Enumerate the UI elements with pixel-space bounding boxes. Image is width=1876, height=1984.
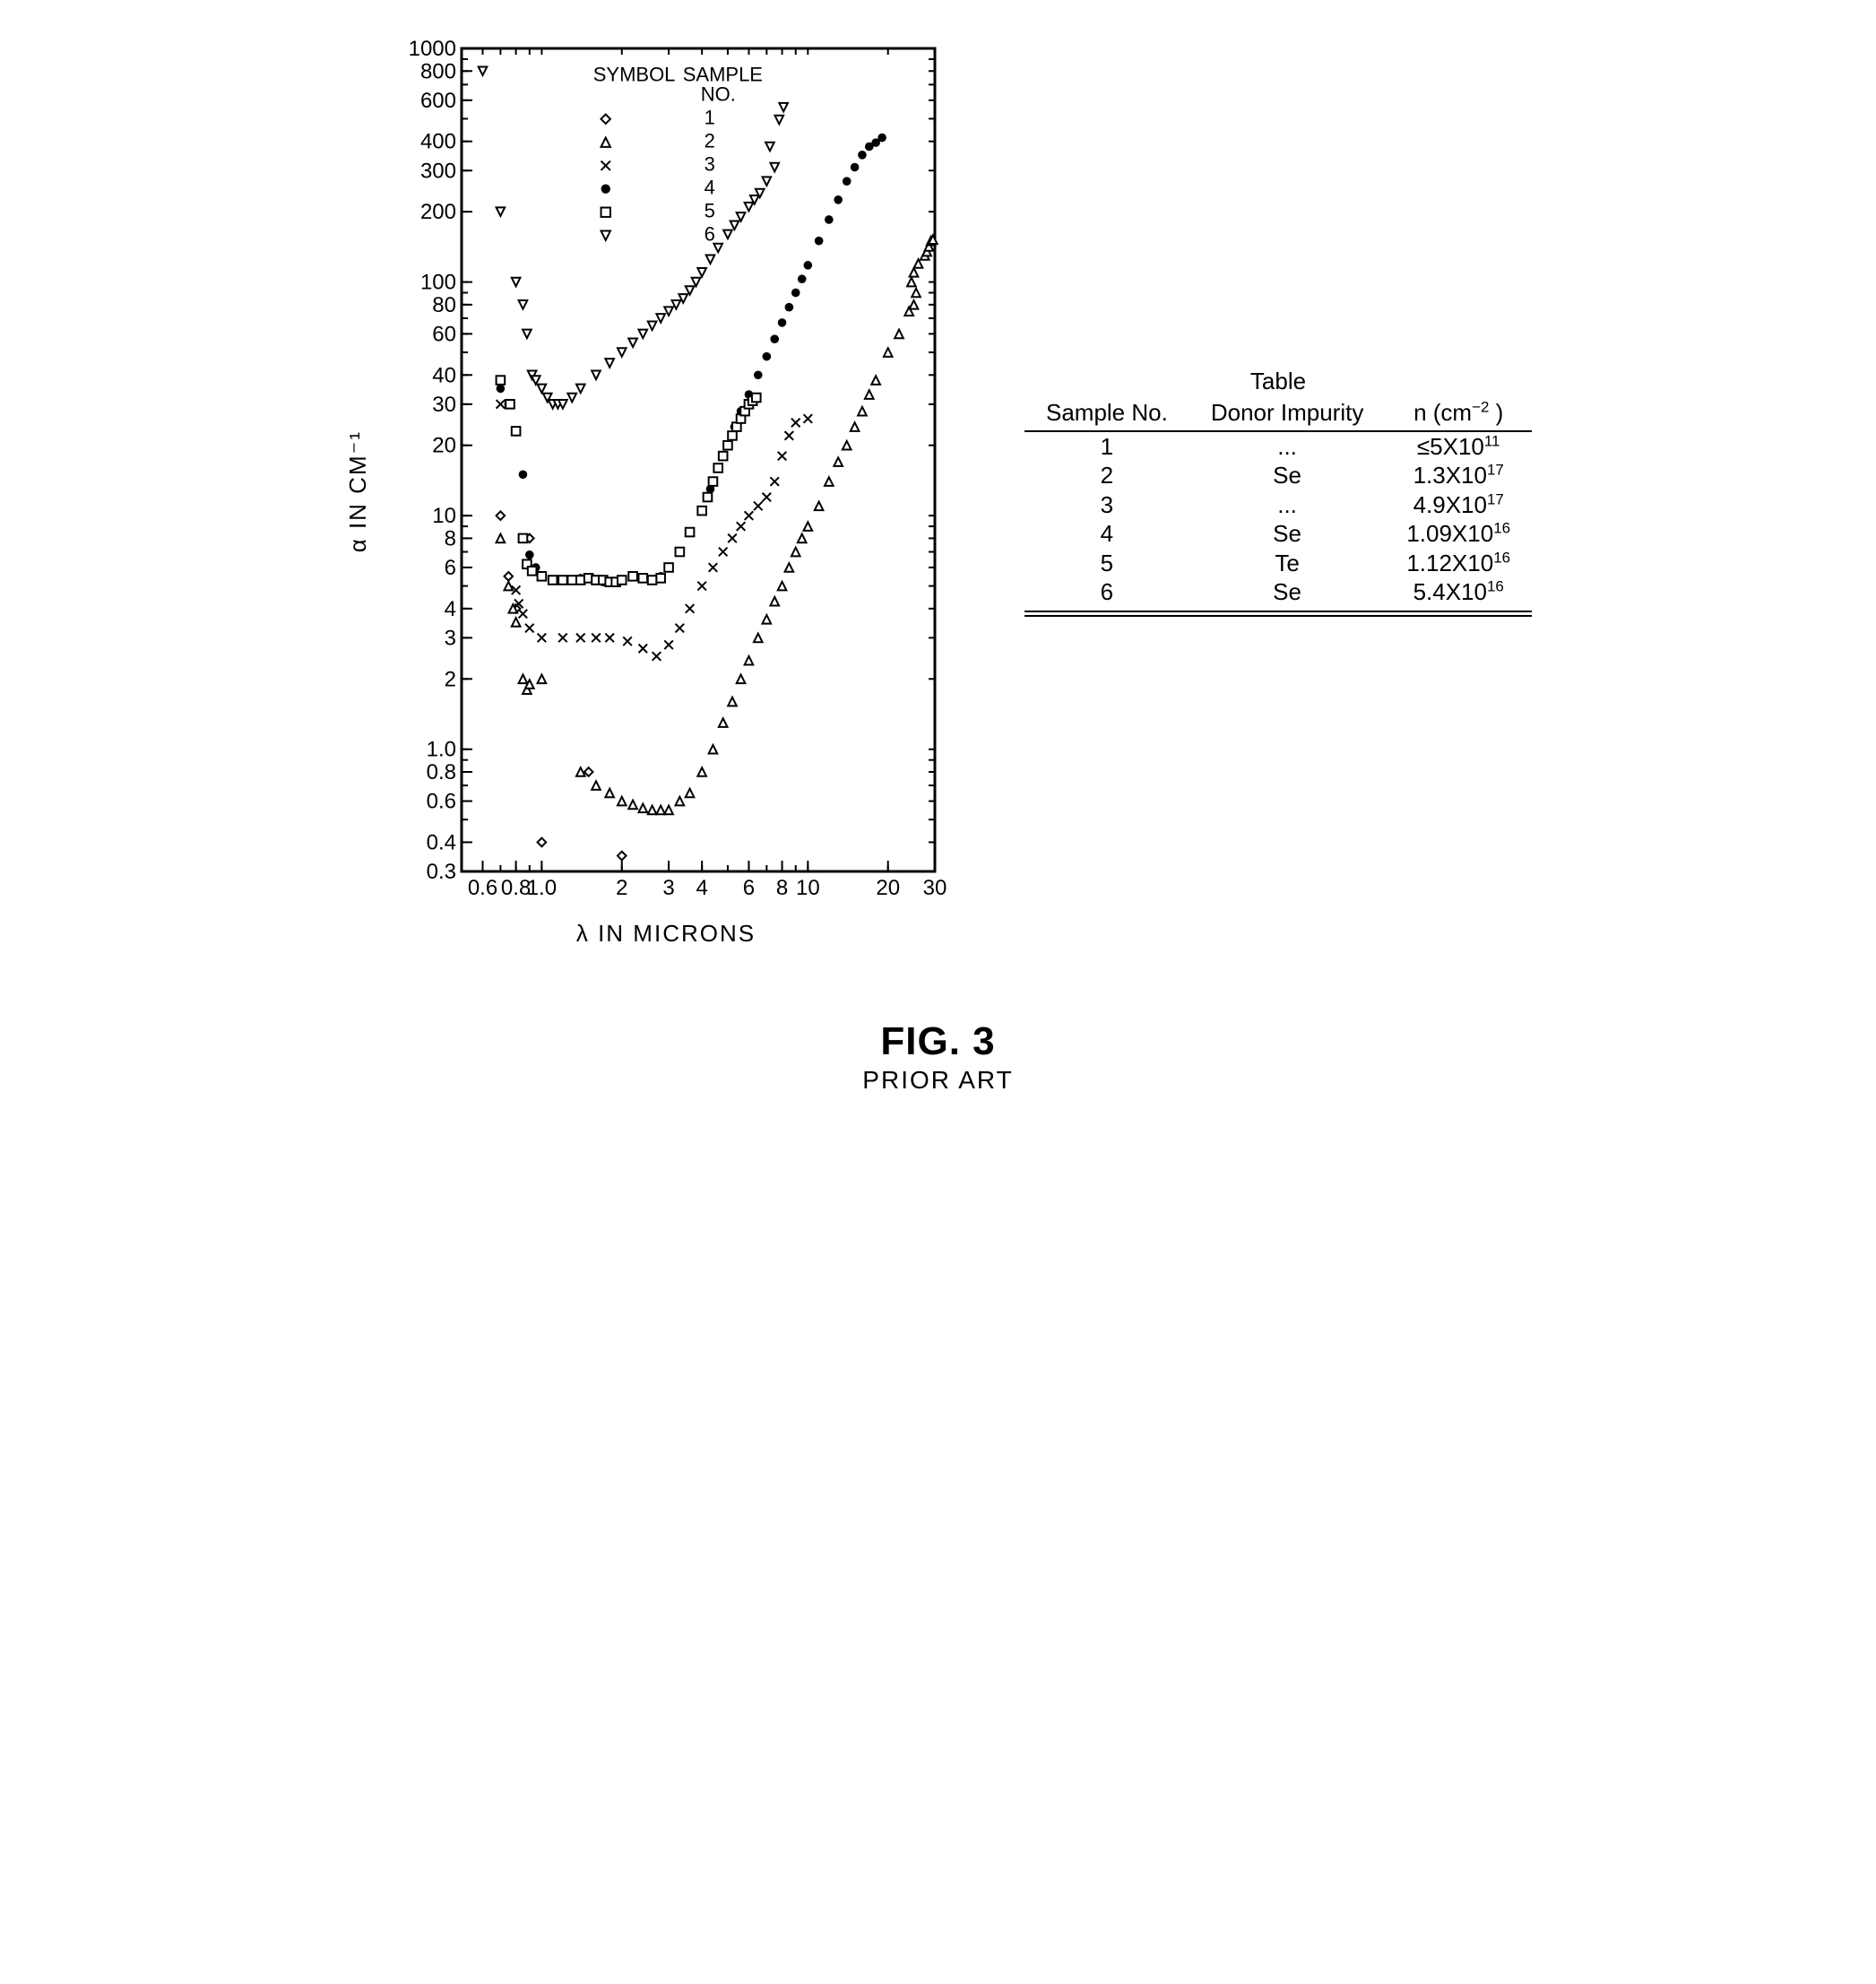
table-bottom-rule xyxy=(1024,615,1532,617)
svg-text:100: 100 xyxy=(420,271,456,295)
col-donor-impurity: Donor Impurity xyxy=(1189,397,1386,431)
cell-sample-no: 4 xyxy=(1024,519,1189,549)
cell-sample-no: 2 xyxy=(1024,461,1189,490)
cell-sample-no: 5 xyxy=(1024,549,1189,578)
cell-donor-impurity: Se xyxy=(1189,519,1386,549)
figure-3: α IN CM⁻¹ 0.60.81.0234681020300.30.40.60… xyxy=(36,36,1840,1095)
svg-text:6: 6 xyxy=(743,876,755,900)
svg-text:4: 4 xyxy=(445,597,456,621)
col-n: n (cm−2 ) xyxy=(1385,397,1532,431)
svg-text:10: 10 xyxy=(432,504,456,528)
svg-text:30: 30 xyxy=(432,393,456,417)
cell-donor-impurity: Te xyxy=(1189,549,1386,578)
cell-n: 1.3X1017 xyxy=(1385,461,1532,490)
chart-column: 0.60.81.0234681020300.30.40.60.81.023468… xyxy=(379,36,953,948)
cell-donor-impurity: Se xyxy=(1189,577,1386,611)
svg-text:1.0: 1.0 xyxy=(527,876,557,900)
svg-text:0.4: 0.4 xyxy=(427,830,456,854)
svg-text:4: 4 xyxy=(705,177,715,199)
svg-text:2: 2 xyxy=(445,667,456,691)
svg-text:1: 1 xyxy=(705,107,715,129)
x-axis-label: λ IN MICRONS xyxy=(576,920,756,948)
cell-n: 1.12X1016 xyxy=(1385,549,1532,578)
cell-n: 4.9X1017 xyxy=(1385,490,1532,520)
cell-donor-impurity: ... xyxy=(1189,431,1386,462)
svg-text:0.8: 0.8 xyxy=(427,760,456,784)
svg-text:5: 5 xyxy=(705,200,715,222)
svg-text:6: 6 xyxy=(445,556,456,580)
table-row: 1...≤5X1011 xyxy=(1024,431,1532,462)
cell-n: 5.4X1016 xyxy=(1385,577,1532,611)
svg-text:40: 40 xyxy=(432,363,456,387)
cell-sample-no: 3 xyxy=(1024,490,1189,520)
table-row: 6Se5.4X1016 xyxy=(1024,577,1532,611)
svg-text:0.6: 0.6 xyxy=(468,876,497,900)
table-title: Table xyxy=(1024,368,1532,395)
svg-text:0.3: 0.3 xyxy=(427,860,456,884)
cell-n: ≤5X1011 xyxy=(1385,431,1532,462)
svg-text:400: 400 xyxy=(420,130,456,154)
table-row: 4Se1.09X1016 xyxy=(1024,519,1532,549)
table-row: 3...4.9X1017 xyxy=(1024,490,1532,520)
figure-subcaption: PRIOR ART xyxy=(862,1066,1013,1095)
svg-text:NO.: NO. xyxy=(701,83,736,106)
svg-text:10: 10 xyxy=(796,876,820,900)
svg-text:2: 2 xyxy=(616,876,627,900)
svg-text:20: 20 xyxy=(876,876,900,900)
cell-donor-impurity: ... xyxy=(1189,490,1386,520)
svg-text:3: 3 xyxy=(705,153,715,176)
sample-table-block: Table Sample No. Donor Impurity n (cm−2 … xyxy=(1024,368,1532,617)
cell-sample-no: 6 xyxy=(1024,577,1189,611)
figure-content-row: α IN CM⁻¹ 0.60.81.0234681020300.30.40.60… xyxy=(36,36,1840,948)
cell-n: 1.09X1016 xyxy=(1385,519,1532,549)
table-header-row: Sample No. Donor Impurity n (cm−2 ) xyxy=(1024,397,1532,431)
svg-text:60: 60 xyxy=(432,322,456,346)
cell-donor-impurity: Se xyxy=(1189,461,1386,490)
table-row: 5Te1.12X1016 xyxy=(1024,549,1532,578)
svg-text:1.0: 1.0 xyxy=(427,738,456,762)
col-sample-no: Sample No. xyxy=(1024,397,1189,431)
svg-text:2: 2 xyxy=(705,130,715,152)
chart-block: α IN CM⁻¹ 0.60.81.0234681020300.30.40.60… xyxy=(344,36,953,948)
svg-text:4: 4 xyxy=(696,876,707,900)
svg-text:800: 800 xyxy=(420,59,456,83)
svg-text:200: 200 xyxy=(420,200,456,224)
figure-caption: FIG. 3 PRIOR ART xyxy=(862,1019,1013,1095)
svg-text:600: 600 xyxy=(420,89,456,113)
sample-table: Sample No. Donor Impurity n (cm−2 ) 1...… xyxy=(1024,397,1532,612)
absorption-scatter-chart: 0.60.81.0234681020300.30.40.60.81.023468… xyxy=(379,36,953,914)
svg-text:20: 20 xyxy=(432,434,456,458)
svg-text:3: 3 xyxy=(445,626,456,650)
svg-text:0.6: 0.6 xyxy=(427,790,456,814)
figure-number: FIG. 3 xyxy=(862,1019,1013,1064)
y-axis-label: α IN CM⁻¹ xyxy=(344,430,372,552)
svg-text:80: 80 xyxy=(432,293,456,317)
svg-text:8: 8 xyxy=(776,876,788,900)
cell-sample-no: 1 xyxy=(1024,431,1189,462)
table-row: 2Se1.3X1017 xyxy=(1024,461,1532,490)
svg-text:1000: 1000 xyxy=(409,37,456,61)
svg-text:8: 8 xyxy=(445,526,456,550)
svg-text:30: 30 xyxy=(923,876,947,900)
svg-text:SYMBOL: SYMBOL xyxy=(593,64,676,86)
svg-text:300: 300 xyxy=(420,159,456,183)
svg-text:6: 6 xyxy=(705,223,715,246)
svg-text:3: 3 xyxy=(662,876,674,900)
